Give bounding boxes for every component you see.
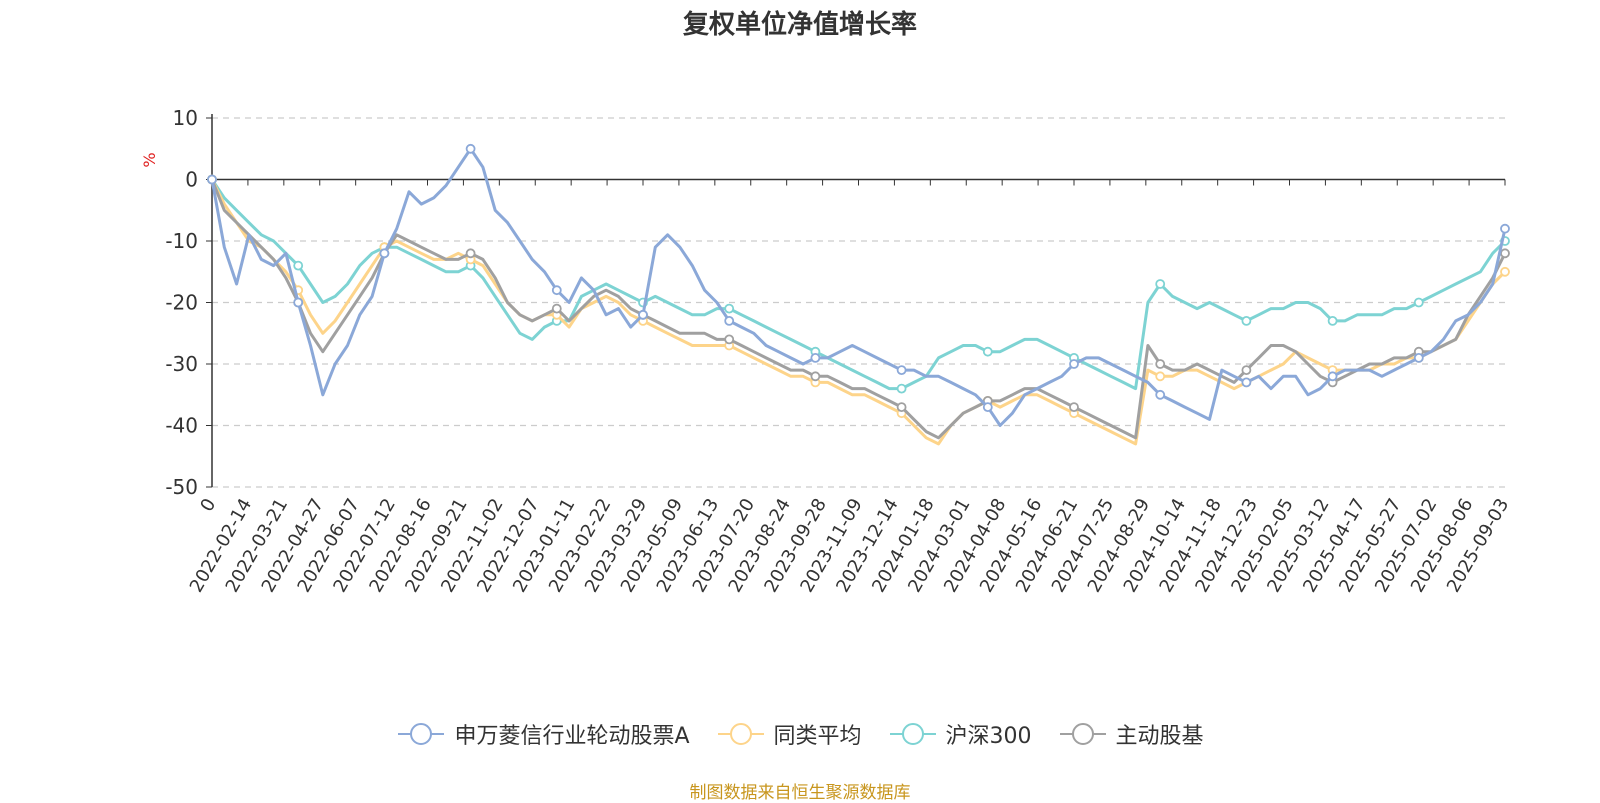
legend-label-csi300: 沪深300 xyxy=(945,724,1032,749)
series-point-3[interactable] xyxy=(724,334,735,345)
series-point-0[interactable] xyxy=(293,297,304,308)
series-point-2[interactable] xyxy=(982,346,993,357)
y-tick-label: -10 xyxy=(165,229,198,253)
series-point-1[interactable] xyxy=(1155,371,1166,382)
series-point-2[interactable] xyxy=(896,383,907,394)
data-source-note: 制图数据来自恒生聚源数据库 xyxy=(689,783,911,803)
legend: 申万菱信行业轮动股票A 同类平均 沪深300 主动股基 xyxy=(0,718,1600,750)
legend-marker-fund xyxy=(398,723,445,745)
legend-marker-peer-average xyxy=(717,723,764,745)
series-point-0[interactable] xyxy=(1327,371,1338,382)
axes-layer xyxy=(206,114,1506,488)
series-point-3[interactable] xyxy=(1241,365,1252,376)
series-point-0[interactable] xyxy=(1155,389,1166,400)
legend-label-active-equity: 主动股基 xyxy=(1115,724,1204,749)
series-point-3[interactable] xyxy=(1069,402,1079,413)
series-point-0[interactable] xyxy=(379,248,390,259)
series-point-0[interactable] xyxy=(810,352,821,363)
series-point-0[interactable] xyxy=(1069,359,1079,369)
y-axis-unit: % xyxy=(140,152,159,167)
series-line-3[interactable] xyxy=(210,178,1507,440)
chart-title: 复权单位净值增长率 xyxy=(682,10,917,40)
series-point-2[interactable] xyxy=(293,260,304,271)
y-tick-label: 10 xyxy=(173,106,198,130)
series-point-0[interactable] xyxy=(982,402,993,413)
series-point-3[interactable] xyxy=(810,371,821,382)
series-point-0[interactable] xyxy=(207,174,217,185)
series-point-0[interactable] xyxy=(724,315,735,326)
series-point-2[interactable] xyxy=(1327,315,1338,326)
series-point-0[interactable] xyxy=(1500,223,1510,234)
series-point-0[interactable] xyxy=(465,143,476,154)
series-line-2[interactable] xyxy=(210,178,1507,391)
legend-item-csi300[interactable]: 沪深300 xyxy=(888,718,1032,750)
legend-item-active-equity[interactable]: 主动股基 xyxy=(1058,718,1204,750)
series-point-0[interactable] xyxy=(1241,377,1252,388)
series-point-2[interactable] xyxy=(1241,315,1252,326)
legend-marker-active-equity xyxy=(1059,723,1106,745)
y-tick-label: -30 xyxy=(165,352,198,376)
series-point-0[interactable] xyxy=(551,285,562,296)
series-point-2[interactable] xyxy=(724,303,735,314)
legend-label-fund: 申万菱信行业轮动股票A xyxy=(454,724,690,749)
series-line-1[interactable] xyxy=(210,178,1507,446)
legend-marker-csi300 xyxy=(889,723,936,745)
series-point-3[interactable] xyxy=(465,248,476,259)
y-tick-label: 0 xyxy=(185,168,198,192)
y-tick-label: -20 xyxy=(165,291,198,315)
legend-item-peer-average[interactable]: 同类平均 xyxy=(716,718,862,750)
series-line-0[interactable] xyxy=(210,147,1507,427)
series-point-3[interactable] xyxy=(1155,359,1166,369)
series-point-2[interactable] xyxy=(1413,297,1424,308)
y-tick-label: -40 xyxy=(165,414,198,438)
series-point-2[interactable] xyxy=(1155,279,1166,289)
series-point-3[interactable] xyxy=(896,402,907,413)
x-tick-label: 0 xyxy=(196,495,220,515)
legend-label-peer-average: 同类平均 xyxy=(773,724,862,749)
y-tick-label: -50 xyxy=(165,475,198,499)
series-point-0[interactable] xyxy=(638,309,648,320)
series-point-3[interactable] xyxy=(1500,248,1510,259)
series-point-1[interactable] xyxy=(1500,266,1510,277)
series-point-0[interactable] xyxy=(896,365,907,376)
series-point-3[interactable] xyxy=(551,303,562,314)
legend-item-fund[interactable]: 申万菱信行业轮动股票A xyxy=(396,718,690,750)
series-point-0[interactable] xyxy=(1413,352,1424,363)
series-layer xyxy=(207,143,1510,446)
